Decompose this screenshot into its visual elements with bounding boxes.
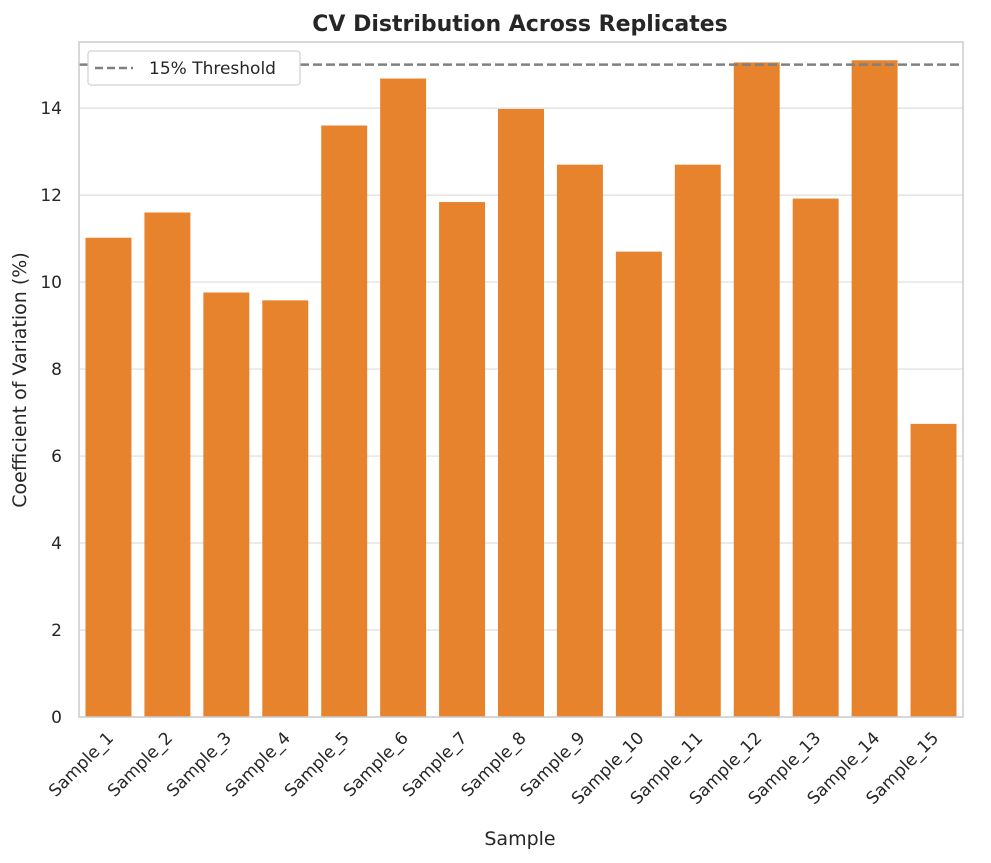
bar bbox=[144, 212, 191, 717]
y-tick-label: 14 bbox=[40, 99, 62, 119]
y-tick-label: 10 bbox=[40, 273, 62, 293]
legend-box bbox=[87, 50, 301, 86]
y-tick-label: 12 bbox=[40, 186, 62, 206]
y-tick-label: 8 bbox=[51, 360, 62, 380]
x-axis-label: Sample bbox=[484, 828, 555, 850]
bar bbox=[498, 108, 544, 718]
bar bbox=[733, 62, 780, 718]
bar bbox=[851, 60, 898, 718]
y-tick-label: 2 bbox=[51, 621, 62, 641]
bar bbox=[321, 125, 368, 718]
y-axis-label: Coefficient of Variation (%) bbox=[9, 252, 31, 507]
x-axis-ticks: Sample_1Sample_2Sample_3Sample_4Sample_5… bbox=[45, 728, 943, 809]
bar bbox=[380, 78, 427, 717]
bar bbox=[262, 300, 309, 717]
bar bbox=[439, 202, 486, 718]
bar bbox=[203, 292, 250, 717]
bar bbox=[674, 164, 721, 717]
plot-frame bbox=[78, 41, 964, 718]
y-axis-ticks: 0 2 4 6 8 10 12 14 bbox=[40, 99, 62, 728]
bar bbox=[910, 423, 957, 717]
y-tick-label: 0 bbox=[51, 708, 62, 728]
legend: 15% Threshold bbox=[87, 50, 301, 86]
bars bbox=[85, 60, 957, 718]
bar bbox=[556, 164, 603, 717]
bar bbox=[792, 198, 839, 718]
y-tick-label: 6 bbox=[51, 447, 62, 467]
y-tick-label: 4 bbox=[51, 534, 62, 554]
bar bbox=[85, 237, 132, 717]
legend-threshold-label: 15% Threshold bbox=[149, 59, 276, 79]
bar bbox=[615, 251, 662, 717]
chart-title: CV Distribution Across Replicates bbox=[312, 12, 728, 37]
